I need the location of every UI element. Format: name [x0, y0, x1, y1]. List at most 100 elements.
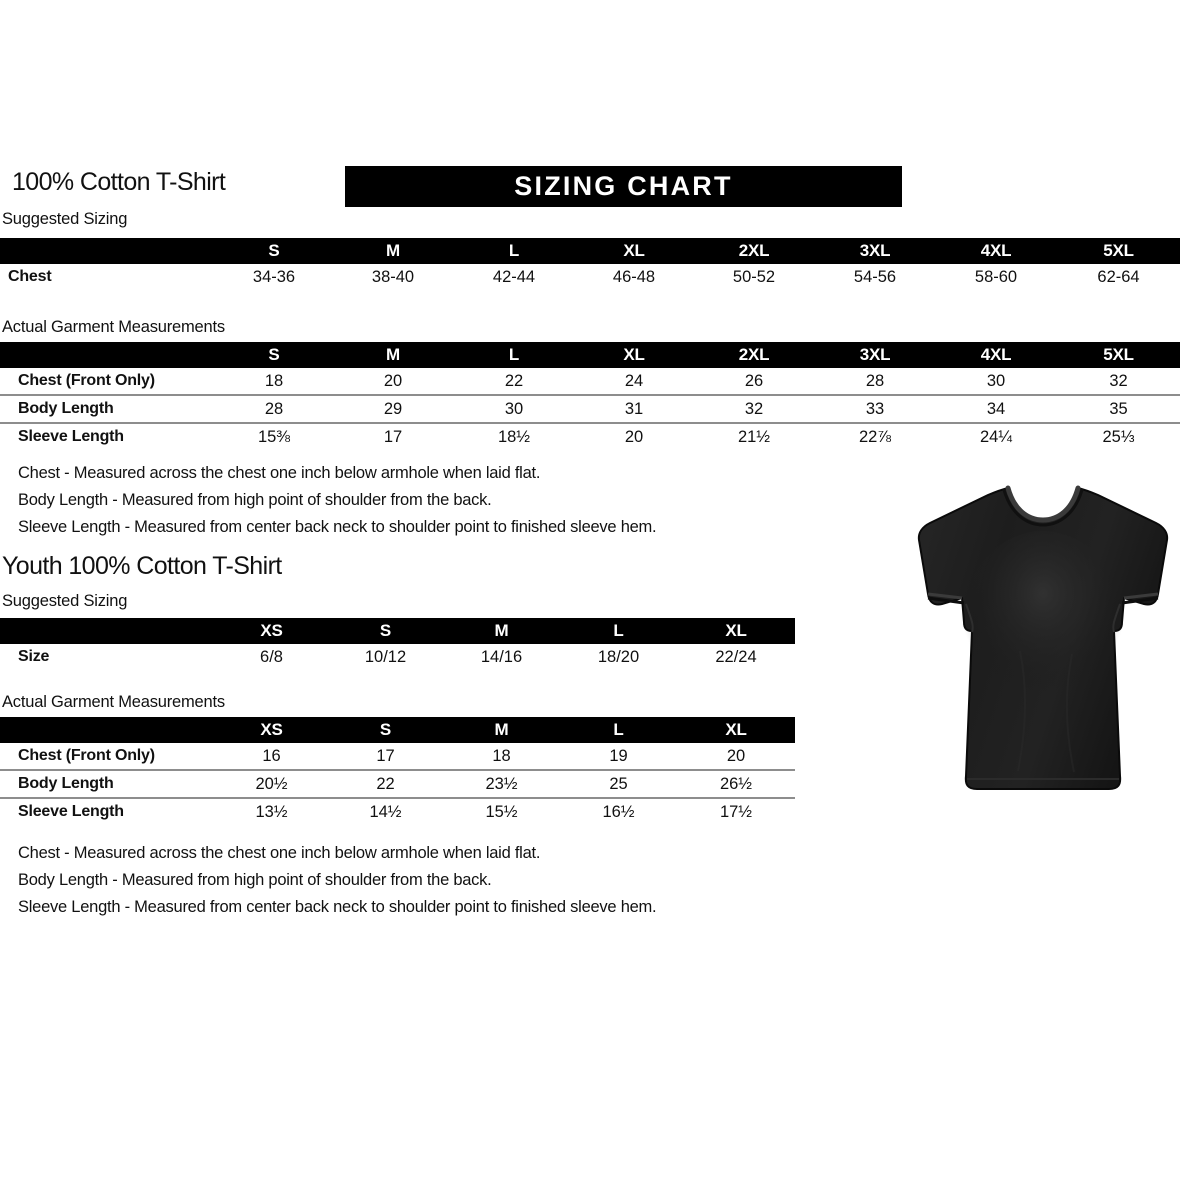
col-head-2xl: 2XL [738, 241, 770, 260]
col-head-xl: XL [623, 241, 645, 260]
table-row: Body Length 20½ 22 23½ 25 26½ [0, 769, 795, 798]
sizing-chart-banner-label: SIZING CHART [514, 171, 733, 201]
cell-chest-m: 38-40 [371, 267, 415, 286]
row-label-body-length: Body Length [0, 769, 215, 798]
col-head-4xl: 4XL [980, 345, 1012, 364]
cell-sleevelength-xl: 17½ [677, 797, 795, 825]
cell-chestfront-2xl: 26 [744, 371, 764, 390]
cell-sleevelength-l: 16½ [560, 797, 677, 825]
cell-chestfront-l: 22 [504, 371, 524, 390]
col-head-s: S [268, 345, 280, 364]
row-label-sleeve-length: Sleeve Length [0, 797, 215, 825]
table-row: Size 6/8 10/12 14/16 18/20 22/24 [0, 644, 795, 670]
shirt-collar-outline [1002, 488, 1084, 527]
shirt-highlight [961, 531, 1125, 721]
cell-chest-l: 42-44 [492, 267, 536, 286]
cell-sleevelength-l: 18½ [453, 422, 575, 450]
col-head-5xl: 5XL [1103, 345, 1134, 364]
col-head-s: S [379, 720, 392, 739]
table-header-row: XS S M L XL [0, 717, 795, 743]
table-row: Sleeve Length 15⅜ 17 18½ 20 21½ 22⅞ 24¼ … [0, 422, 1180, 450]
row-label-size: Size [18, 648, 50, 665]
note-sleeve-length: Sleeve Length - Measured from center bac… [18, 518, 657, 536]
cell-sleevelength-m: 17 [333, 422, 453, 450]
adult-section-title: 100% Cotton T-Shirt [12, 168, 226, 196]
table-row: Chest (Front Only) 18 20 22 24 26 28 30 … [0, 368, 1180, 395]
cell-chestfront-xl: 24 [624, 371, 644, 390]
adult-suggested-sizing-table: S M L XL 2XL 3XL 4XL 5XL Chest 34-36 38-… [0, 238, 1180, 290]
t-shirt-icon [917, 485, 1169, 790]
cell-size-l: 18/20 [597, 647, 640, 666]
cell-size-m: 14/16 [480, 647, 523, 666]
table-row: Sleeve Length 13½ 14½ 15½ 16½ 17½ [0, 797, 795, 825]
sizing-chart-banner: SIZING CHART [345, 166, 902, 207]
cell-sleevelength-s: 14½ [328, 797, 443, 825]
cell-bodylength-l: 25 [560, 769, 677, 798]
row-label-body-length: Body Length [0, 394, 215, 423]
cell-bodylength-xl: 26½ [677, 769, 795, 798]
row-label-chest: Chest [8, 268, 52, 285]
col-head-label [0, 238, 215, 264]
cell-bodylength-m: 29 [333, 394, 453, 423]
col-head-l: L [508, 241, 520, 260]
cell-bodylength-4xl: 34 [935, 394, 1057, 423]
youth-section-title: Youth 100% Cotton T-Shirt [2, 552, 282, 580]
shirt-collar [1005, 485, 1081, 523]
cell-chest-2xl: 50-52 [732, 267, 776, 286]
adult-actual-caption: Actual Garment Measurements [2, 318, 225, 336]
cell-size-s: 10/12 [364, 647, 407, 666]
col-head-l: L [613, 621, 624, 640]
youth-actual-caption: Actual Garment Measurements [2, 693, 225, 711]
col-head-m: M [386, 345, 400, 364]
cell-chestfront-m: 18 [492, 746, 511, 765]
shirt-fold-left [1017, 650, 1027, 772]
cell-bodylength-s: 28 [215, 394, 333, 423]
cell-sleevelength-xs: 13½ [215, 797, 328, 825]
col-head-xs: XS [260, 621, 283, 640]
shirt-left-sleeve-hem [927, 592, 963, 600]
t-shirt-image [900, 476, 1185, 806]
cell-bodylength-2xl: 32 [693, 394, 815, 423]
cell-sleevelength-2xl: 21½ [693, 422, 815, 450]
cell-chestfront-xs: 16 [262, 746, 281, 765]
col-head-xl: XL [725, 621, 747, 640]
col-head-m: M [494, 720, 509, 739]
col-head-4xl: 4XL [980, 241, 1012, 260]
col-head-xl: XL [623, 345, 645, 364]
cell-chest-5xl: 62-64 [1097, 267, 1140, 286]
youth-measurement-notes: Chest - Measured across the chest one in… [0, 840, 657, 921]
col-head-3xl: 3XL [859, 345, 891, 364]
shirt-left-sleeve-edge [927, 596, 965, 605]
col-head-m: M [386, 241, 400, 260]
note-sleeve-length: Sleeve Length - Measured from center bac… [18, 898, 657, 916]
col-head-m: M [494, 621, 509, 640]
cell-bodylength-l: 30 [453, 394, 575, 423]
cell-sleevelength-xl: 20 [575, 422, 693, 450]
cell-bodylength-3xl: 33 [815, 394, 935, 423]
youth-actual-measurements-table: XS S M L XL Chest (Front Only) 16 17 18 … [0, 717, 795, 825]
adult-measurement-notes: Chest - Measured across the chest one in… [0, 460, 657, 541]
table-row: Chest 34-36 38-40 42-44 46-48 50-52 54-5… [0, 264, 1180, 290]
table-header-row: S M L XL 2XL 3XL 4XL 5XL [0, 342, 1180, 368]
adult-suggested-caption: Suggested Sizing [2, 210, 128, 228]
note-chest: Chest - Measured across the chest one in… [18, 464, 541, 482]
shirt-right-sleeve-hem [1123, 592, 1159, 600]
cell-chestfront-s: 18 [264, 371, 284, 390]
col-head-label [0, 342, 215, 368]
table-row: Body Length 28 29 30 31 32 33 34 35 [0, 394, 1180, 423]
cell-sleevelength-5xl: 25⅓ [1057, 422, 1180, 450]
col-head-l: L [613, 720, 624, 739]
col-head-5xl: 5XL [1103, 241, 1134, 260]
col-head-s: S [268, 241, 280, 260]
col-head-l: L [508, 345, 520, 364]
table-row: Chest (Front Only) 16 17 18 19 20 [0, 743, 795, 770]
cell-sleevelength-3xl: 22⅞ [815, 422, 935, 450]
cell-chestfront-4xl: 30 [986, 371, 1006, 390]
cell-chest-xl: 46-48 [612, 267, 656, 286]
cell-chestfront-l: 19 [609, 746, 628, 765]
cell-size-xl: 22/24 [715, 647, 757, 666]
cell-bodylength-xs: 20½ [215, 769, 328, 798]
shirt-fold-right [1065, 653, 1075, 773]
cell-bodylength-m: 23½ [443, 769, 560, 798]
